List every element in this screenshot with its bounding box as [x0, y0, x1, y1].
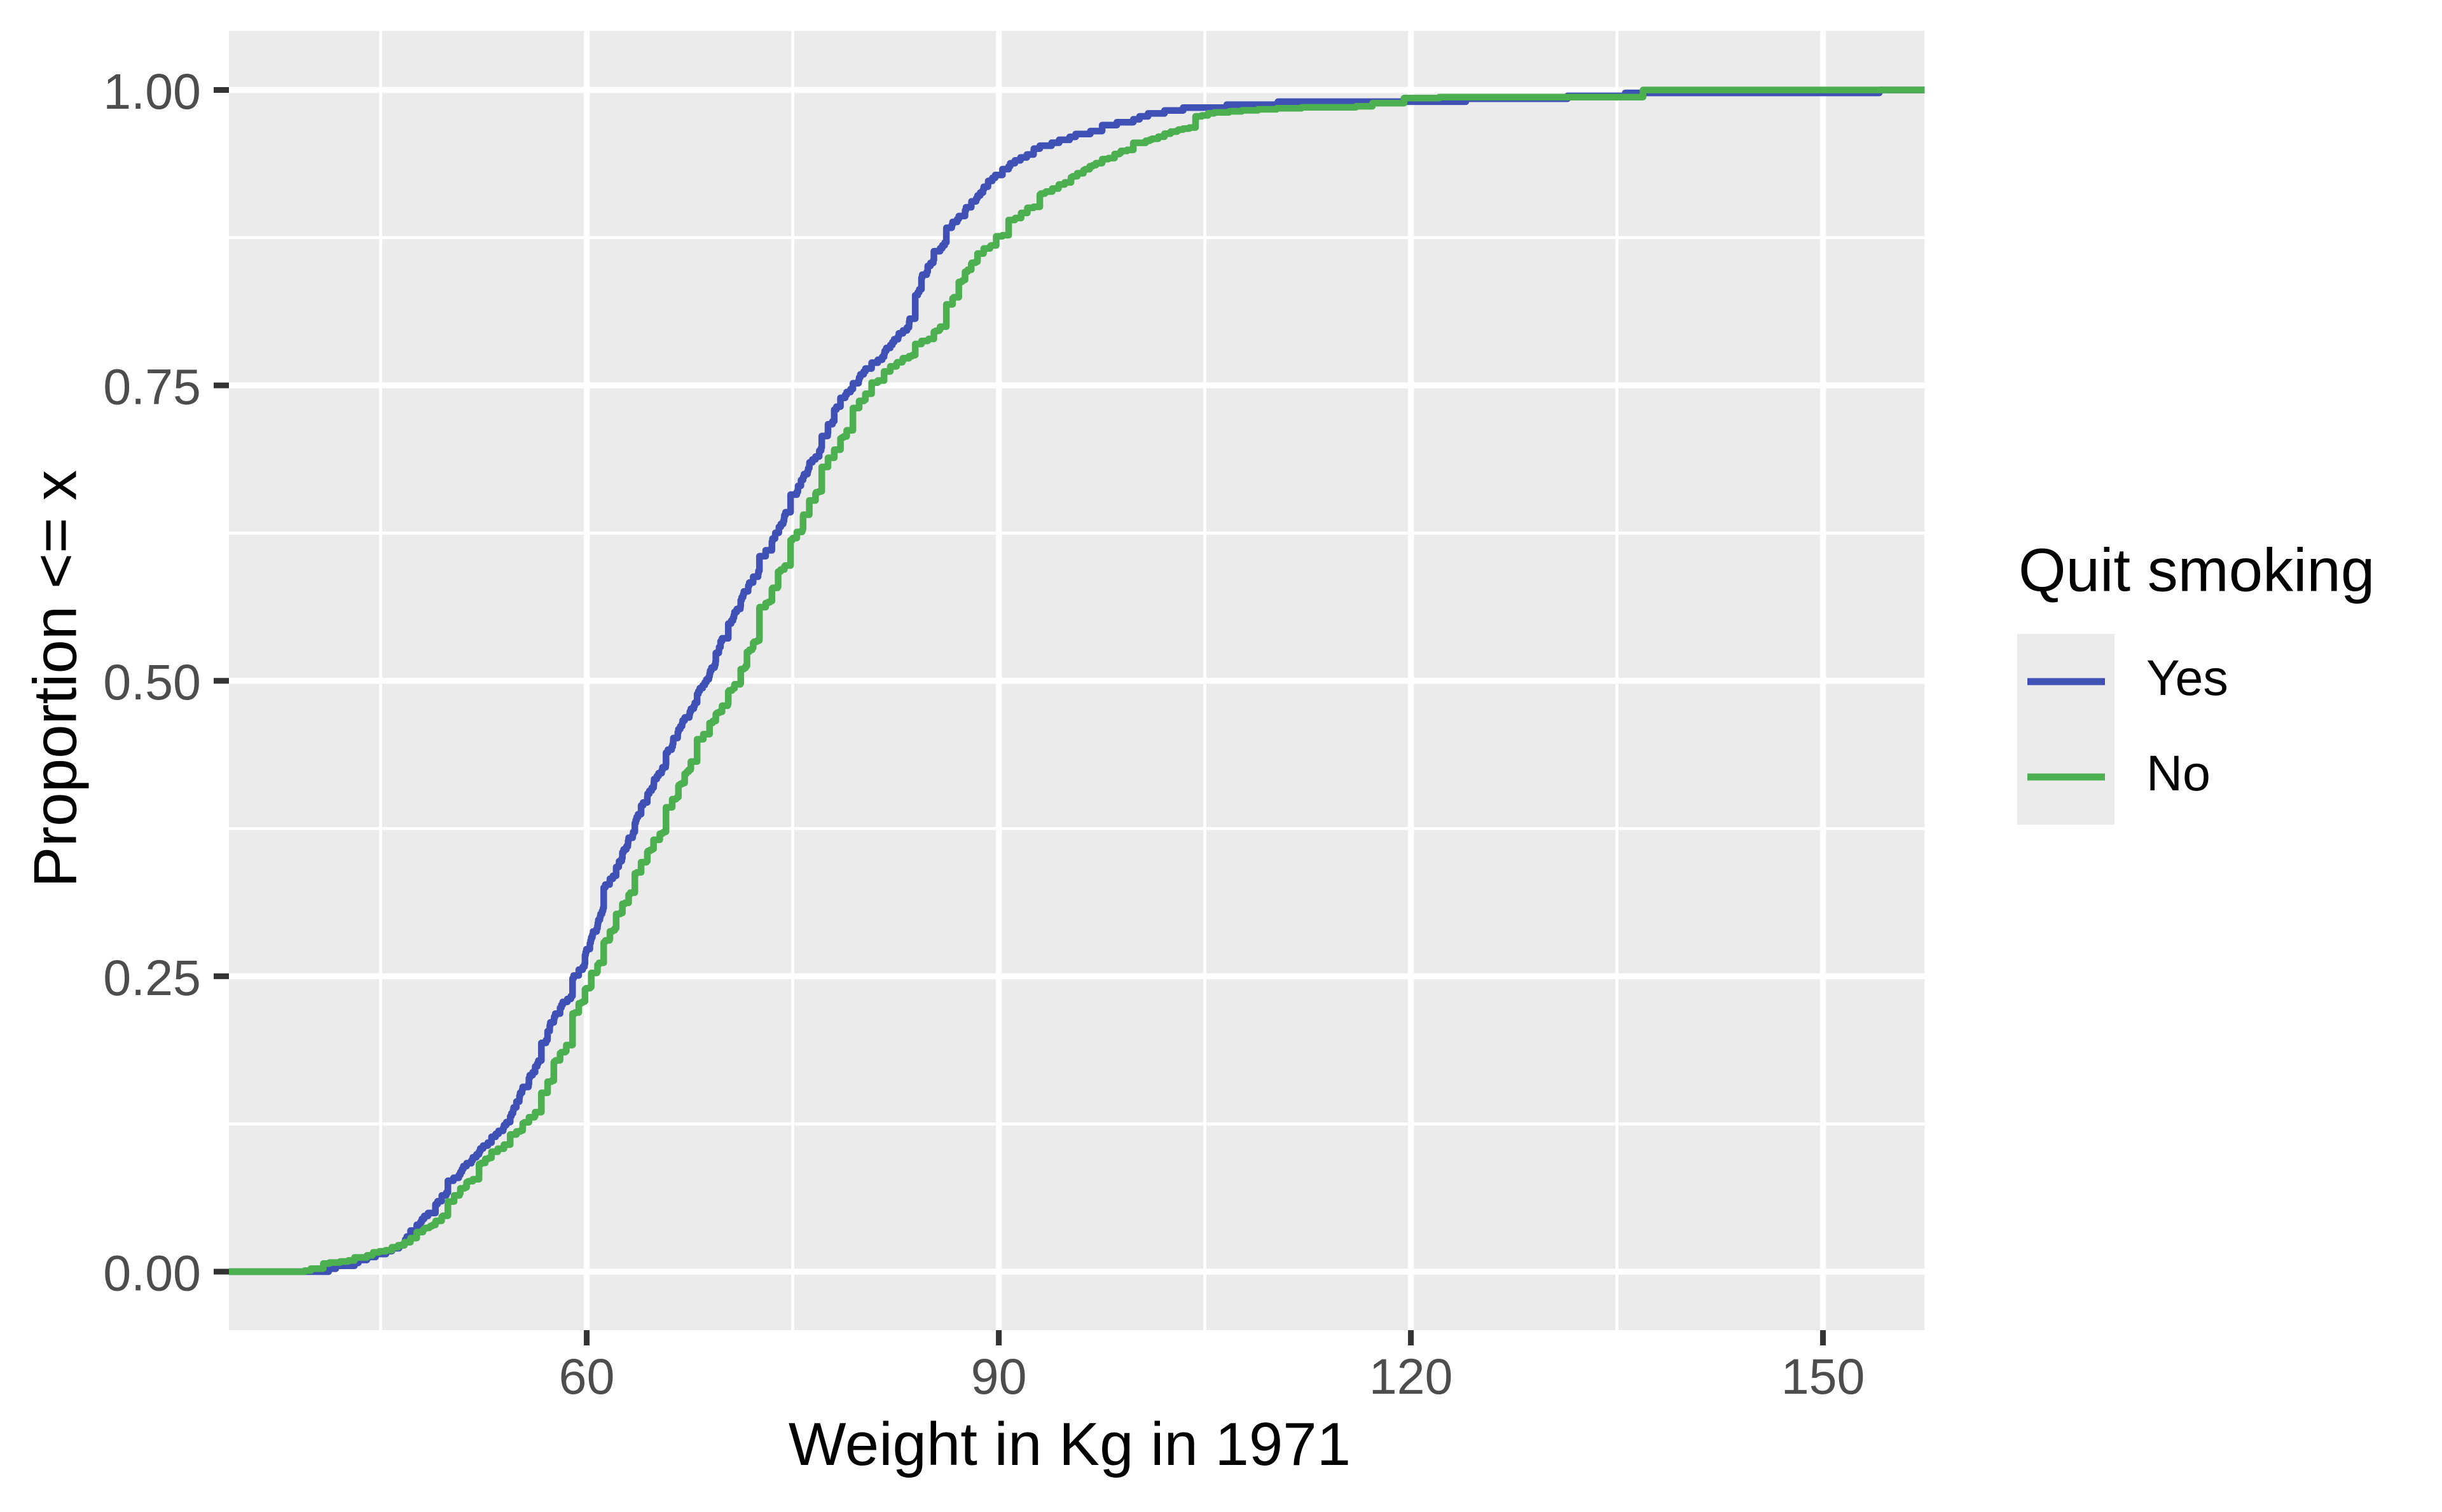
svg-text:0.50: 0.50 [103, 654, 201, 710]
svg-text:150: 150 [1781, 1348, 1865, 1405]
svg-text:0.75: 0.75 [103, 359, 201, 415]
svg-text:No: No [2146, 745, 2211, 801]
svg-text:90: 90 [971, 1348, 1027, 1405]
svg-text:1.00: 1.00 [103, 63, 201, 120]
svg-text:0.00: 0.00 [103, 1245, 201, 1302]
svg-text:0.25: 0.25 [103, 949, 201, 1006]
svg-text:120: 120 [1369, 1348, 1453, 1405]
svg-text:Yes: Yes [2146, 649, 2228, 706]
svg-text:Quit smoking: Quit smoking [2018, 536, 2375, 604]
svg-text:60: 60 [559, 1348, 615, 1405]
svg-text:Proportion <= x: Proportion <= x [21, 470, 89, 887]
svg-text:Weight in Kg in 1971: Weight in Kg in 1971 [789, 1410, 1351, 1478]
